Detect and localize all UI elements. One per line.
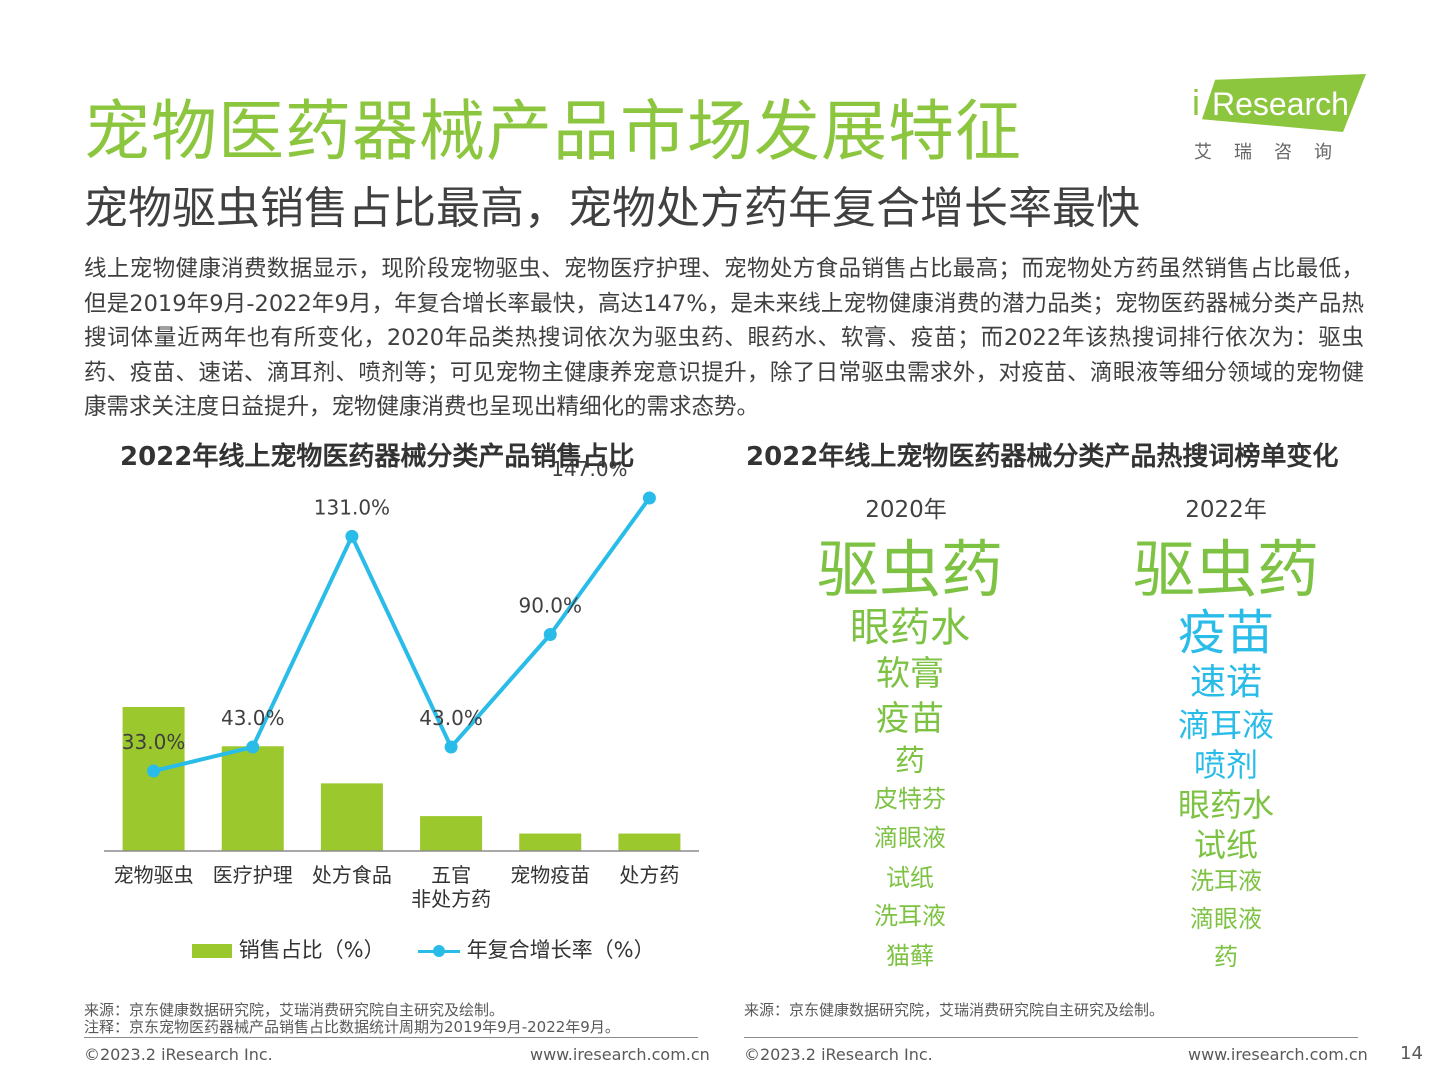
- growth-line: [153, 496, 652, 773]
- hot-word-2020-5: 皮特芬: [874, 785, 946, 813]
- right-source-text: 来源：京东健康数据研究院，艾瑞消费研究院自主研究及绘制。: [744, 1001, 1165, 1019]
- hot-word-2022-8: 滴眼液: [1190, 905, 1262, 933]
- hot-word-2020-8: 洗耳液: [874, 902, 946, 930]
- x-tick-label-0: 宠物驱虫: [114, 863, 194, 887]
- page-subtitle: 宠物驱虫销售占比最高，宠物处方药年复合增长率最快: [84, 183, 1140, 234]
- bar-5: [618, 833, 681, 851]
- legend-line-swatch: [418, 944, 460, 958]
- left-footer-divider: [84, 1037, 698, 1038]
- logo-text: Research: [1212, 86, 1349, 122]
- logo-i: i: [1192, 82, 1200, 123]
- left-source-text: 来源：京东健康数据研究院，艾瑞消费研究院自主研究及绘制。: [84, 1001, 505, 1019]
- hot-word-2022-5: 眼药水: [1177, 786, 1274, 824]
- hot-word-2022-6: 试纸: [1193, 826, 1258, 864]
- year-2020-heading: 2020年: [865, 497, 947, 523]
- legend-bar-swatch: [192, 944, 232, 958]
- page-title: 宠物医药器械产品市场发展特征: [84, 93, 1022, 170]
- growth-point-2: [345, 529, 359, 543]
- hot-word-2022-3: 滴耳液: [1177, 706, 1274, 744]
- growth-point-4: [543, 628, 557, 641]
- hot-word-2020-1: 眼药水: [850, 605, 970, 651]
- legend-line-entry: 年复合增长率（%）: [418, 934, 655, 964]
- intro-paragraph: 线上宠物健康消费数据显示，现阶段宠物驱虫、宠物医疗护理、宠物处方食品销售占比最高…: [84, 256, 1364, 420]
- page-number: 14: [1400, 1043, 1423, 1064]
- hot-word-2022-0: 驱虫药: [1132, 533, 1319, 606]
- legend-bar-entry: 销售占比（%）: [192, 934, 385, 964]
- growth-point-1: [246, 740, 260, 754]
- hot-word-2020-7: 试纸: [886, 864, 934, 892]
- x-tick-label-4: 宠物疫苗: [510, 863, 590, 887]
- x-tick-label-3: 五官非处方药: [411, 863, 491, 911]
- hot-word-2020-2: 软膏: [876, 654, 944, 694]
- growth-point-3: [444, 740, 458, 754]
- hot-word-2020-4: 药: [895, 744, 925, 779]
- legend-bar-label: 销售占比（%）: [238, 938, 385, 962]
- line-data-label-5: 147.0%: [551, 457, 627, 481]
- hot-word-2020-6: 滴眼液: [874, 824, 946, 852]
- hot-word-2020-3: 疫苗: [876, 699, 944, 739]
- hot-word-2022-2: 速诺: [1189, 662, 1262, 703]
- right-copyright: ©2023.2 iResearch Inc.: [744, 1045, 933, 1064]
- x-tick-label-2: 处方食品: [312, 863, 392, 887]
- iresearch-logo: i Research 艾瑞咨询: [1190, 74, 1370, 164]
- right-website: www.iresearch.com.cn: [1188, 1045, 1368, 1064]
- year-2022-heading: 2022年: [1185, 497, 1267, 523]
- left-copyright: ©2023.2 iResearch Inc.: [84, 1045, 273, 1064]
- x-tick-label-5: 处方药: [619, 863, 679, 887]
- hot-word-2020-0: 驱虫药: [816, 533, 1003, 606]
- hot-word-2022-9: 药: [1214, 943, 1238, 971]
- growth-point-0: [147, 764, 161, 778]
- bar-2: [320, 783, 383, 851]
- x-tick-label-1: 医疗护理: [213, 863, 293, 887]
- hot-word-2020-9: 猫藓: [886, 942, 934, 970]
- left-website: www.iresearch.com.cn: [530, 1045, 710, 1064]
- hot-word-2022-1: 疫苗: [1177, 605, 1274, 661]
- left-note-text: 注释：京东宠物医药器械产品销售占比数据统计周期为2019年9月-2022年9月。: [84, 1018, 620, 1036]
- bar-3: [420, 816, 483, 851]
- bar-data-label-0: 33.0%: [122, 730, 186, 754]
- line-data-label-1: 43.0%: [221, 706, 285, 730]
- right-footer-divider: [744, 1037, 1358, 1038]
- logo-subtitle: 艾瑞咨询: [1194, 142, 1354, 163]
- hot-word-2022-4: 喷剂: [1193, 746, 1258, 784]
- left-chart-title: 2022年线上宠物医药器械分类产品销售占比: [120, 442, 635, 472]
- hot-word-2022-7: 洗耳液: [1190, 867, 1262, 895]
- legend-line-label: 年复合增长率（%）: [466, 938, 655, 962]
- line-data-label-2: 131.0%: [314, 495, 390, 519]
- right-panel-title: 2022年线上宠物医药器械分类产品热搜词榜单变化: [746, 442, 1339, 472]
- growth-point-5: [642, 491, 656, 505]
- line-data-label-4: 90.0%: [518, 594, 582, 618]
- bar-0: [122, 707, 185, 851]
- bar-4: [519, 833, 582, 851]
- bar-1: [221, 746, 284, 851]
- line-data-label-3: 43.0%: [419, 706, 483, 730]
